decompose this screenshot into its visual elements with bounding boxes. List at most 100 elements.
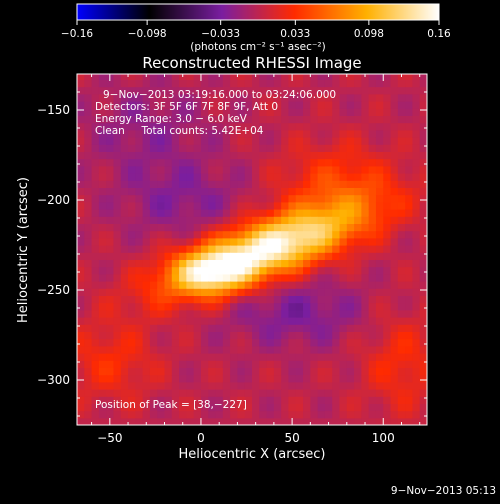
heatmap-cell	[135, 345, 144, 354]
heatmap-cell	[215, 309, 224, 318]
heatmap-cell	[375, 122, 384, 131]
heatmap-cell	[317, 389, 326, 397]
heatmap-cell	[368, 194, 377, 203]
heatmap-cell	[106, 245, 115, 253]
heatmap-cell	[346, 353, 355, 361]
heatmap-cell	[200, 302, 209, 311]
heatmap-cell	[288, 295, 297, 304]
heatmap-cell	[288, 266, 297, 275]
heatmap-cell	[164, 259, 173, 268]
heatmap-cell	[193, 194, 202, 203]
heatmap-cell	[179, 79, 187, 88]
heatmap-cell	[317, 309, 326, 318]
heatmap-cell	[266, 381, 275, 390]
heatmap-cell	[237, 266, 246, 275]
heatmap-cell	[252, 144, 260, 152]
heatmap-cell	[419, 158, 427, 167]
heatmap-cell	[106, 173, 115, 181]
heatmap-cell	[354, 115, 362, 124]
heatmap-cell	[339, 173, 348, 181]
heatmap-cell	[361, 137, 370, 145]
heatmap-cell	[303, 158, 311, 167]
heatmap-cell	[142, 137, 151, 145]
heatmap-cell	[252, 108, 260, 116]
heatmap-cell	[288, 403, 297, 412]
heatmap-cell	[361, 216, 370, 224]
heatmap-cell	[171, 266, 180, 275]
heatmap-cell	[208, 201, 217, 210]
heatmap-cell	[120, 180, 129, 188]
heatmap-cell	[346, 115, 355, 124]
heatmap-cell	[120, 367, 129, 376]
heatmap-cell	[230, 74, 239, 80]
heatmap-cell	[222, 230, 231, 239]
heatmap-cell	[419, 281, 427, 289]
heatmap-cell	[266, 216, 275, 224]
heatmap-cell	[91, 93, 100, 102]
heatmap-cell	[339, 273, 348, 282]
heatmap-cell	[405, 273, 414, 282]
heatmap-cell	[295, 302, 304, 311]
heatmap-cell	[244, 108, 253, 116]
heatmap-cell	[339, 410, 348, 419]
heatmap-cell	[186, 252, 195, 260]
heatmap-cell	[208, 194, 217, 203]
heatmap-cell	[390, 74, 399, 80]
heatmap-cell	[368, 165, 377, 174]
heatmap-cell	[412, 281, 421, 289]
heatmap-cell	[390, 165, 399, 174]
heatmap-cell	[230, 122, 239, 131]
heatmap-cell	[281, 122, 290, 131]
heatmap-cell	[157, 295, 166, 304]
heatmap-cell	[135, 252, 144, 260]
heatmap-cell	[354, 173, 362, 181]
heatmap-cell	[186, 259, 195, 268]
heatmap-cell	[346, 309, 355, 318]
heatmap-cell	[157, 180, 166, 188]
heatmap-cell	[149, 259, 158, 268]
heatmap-cell	[375, 266, 384, 275]
heatmap-cell	[106, 302, 115, 311]
heatmap-cell	[346, 129, 355, 138]
heatmap-cell	[317, 302, 326, 311]
heatmap-cell	[230, 367, 239, 376]
heatmap-cell	[332, 187, 341, 196]
heatmap-cell	[164, 281, 173, 289]
heatmap-cell	[135, 74, 144, 80]
heatmap-cell	[303, 187, 311, 196]
heatmap-cell	[149, 367, 158, 376]
heatmap-cell	[244, 374, 253, 383]
heatmap-cell	[368, 281, 377, 289]
heatmap-cell	[310, 417, 319, 425]
heatmap-cell	[317, 158, 326, 167]
heatmap-cell	[368, 252, 377, 260]
heatmap-cell	[303, 201, 311, 210]
heatmap-cell	[237, 230, 246, 239]
heatmap-cell	[237, 158, 246, 167]
heatmap-cell	[135, 403, 144, 412]
heatmap-cell	[259, 353, 268, 361]
heatmap-cell	[332, 230, 341, 239]
heatmap-cell	[106, 353, 115, 361]
heatmap-cell	[397, 259, 406, 268]
heatmap-cell	[237, 101, 246, 109]
heatmap-cell	[266, 122, 275, 131]
heatmap-cell	[281, 345, 290, 354]
heatmap-cell	[128, 173, 136, 181]
heatmap-cell	[120, 353, 129, 361]
heatmap-cell	[252, 389, 260, 397]
heatmap-cell	[346, 302, 355, 311]
heatmap-cell	[84, 74, 93, 80]
heatmap-cell	[317, 209, 326, 217]
heatmap-cell	[230, 173, 239, 181]
heatmap-cell	[142, 108, 151, 116]
heatmap-cell	[98, 223, 107, 232]
heatmap-cell	[222, 317, 231, 325]
heatmap-cell	[390, 216, 399, 224]
heatmap-cell	[193, 345, 202, 354]
heatmap-cell	[259, 223, 268, 232]
heatmap-cell	[368, 360, 377, 368]
heatmap-cell	[84, 374, 93, 383]
heatmap-cell	[149, 74, 158, 80]
